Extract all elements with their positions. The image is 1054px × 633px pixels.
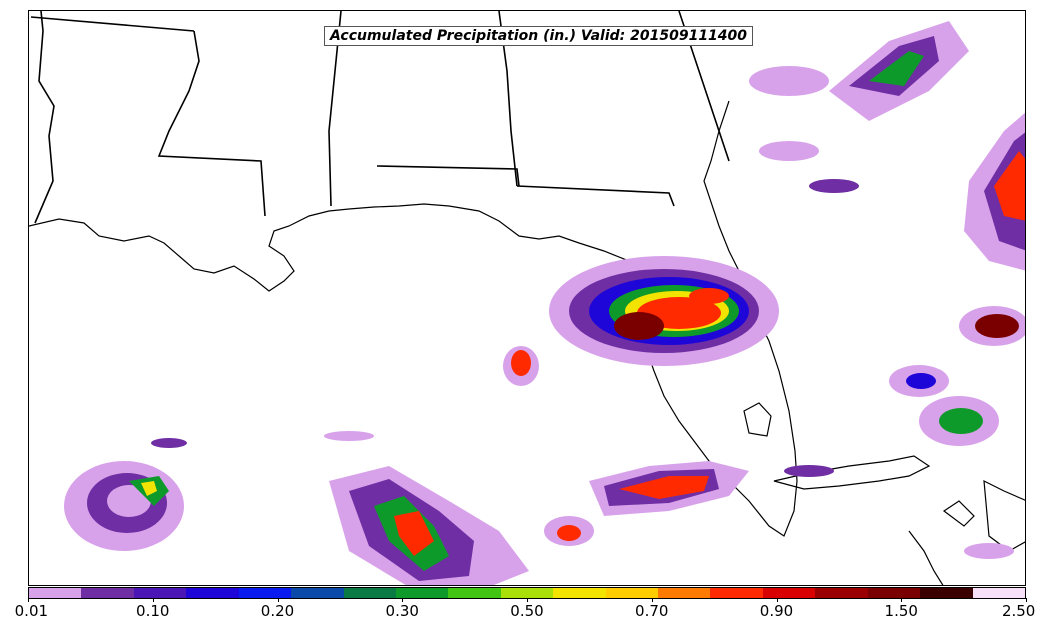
colorbar-segment	[29, 588, 82, 598]
colorbar-tick	[901, 598, 903, 602]
colorbar-tick	[776, 598, 778, 602]
border-alabama-florida	[376, 165, 520, 187]
precip-east3-core	[939, 408, 983, 434]
map-title: Accumulated Precipitation (in.) Valid: 2…	[324, 26, 754, 46]
colorbar-tick	[1026, 598, 1027, 602]
cuba-coast	[773, 455, 931, 490]
colorbar-segment	[710, 588, 763, 598]
colorbar-segment	[920, 588, 973, 598]
precip-east-core	[994, 151, 1025, 221]
precip-patch-7	[964, 543, 1014, 559]
colorbar-tick-labels: 0.01 0.10 0.20 0.30 0.50 0.70 0.90 1.50 2.50	[0, 598, 1054, 633]
border-georgia-florida	[516, 185, 675, 207]
precip-patch-6	[324, 431, 374, 441]
border-mississippi-river	[34, 11, 55, 224]
colorbar-tick-label: 1.50	[884, 602, 918, 620]
bahamas	[942, 479, 1025, 552]
precip-south-core	[394, 511, 434, 556]
colorbar-segment	[291, 588, 344, 598]
precip-cells	[64, 21, 1025, 585]
colorbar-tick-label: 0.01	[14, 602, 49, 620]
precip-patch-1	[759, 141, 819, 161]
colorbar-segment	[658, 588, 711, 598]
colorbar-tick-label: 0.90	[759, 602, 794, 620]
colorbar-segment	[343, 588, 396, 598]
precip-patch-2	[809, 179, 859, 193]
colorbar-segment	[238, 588, 292, 598]
colorbar-tick	[277, 598, 279, 602]
colorbar-tick-label: 0.20	[260, 602, 295, 620]
map-panel: Accumulated Precipitation (in.) Valid: 2…	[28, 10, 1026, 586]
colorbar-segment	[815, 588, 868, 598]
precip-straits-core	[619, 476, 709, 499]
colorbar-tick	[152, 598, 154, 602]
colorbar-tick-label: 2.50	[1001, 602, 1036, 620]
precip-patch-3	[749, 66, 829, 96]
lake-okeechobee	[743, 402, 772, 437]
colorbar-tick	[527, 598, 528, 602]
border-alabama-mississippi	[328, 11, 342, 207]
colorbar-tick	[651, 598, 653, 602]
colorbar-segment	[762, 588, 816, 598]
colorbar-segment	[867, 588, 921, 598]
colorbar-segment	[133, 588, 187, 598]
colorbar-segment	[500, 588, 554, 598]
precip-south2-core	[557, 525, 581, 541]
colorbar-segment	[972, 588, 1026, 598]
precip-swirl-core	[141, 481, 157, 496]
colorbar-segment	[186, 588, 239, 598]
border-mississippi-west	[157, 30, 266, 217]
precip-swirl-eye	[107, 485, 151, 517]
colorbar-tick-label: 0.70	[635, 602, 669, 620]
coast-louisiana	[29, 208, 350, 292]
colorbar-tick-label: 0.30	[385, 602, 419, 620]
precip-tampa-core	[511, 350, 531, 376]
colorbar-segment	[553, 588, 606, 598]
precipitation-map	[29, 11, 1025, 585]
precip-bigbend-east	[689, 288, 729, 304]
colorbar-segment	[605, 588, 659, 598]
border-arkansas-louisiana	[30, 16, 195, 32]
precip-patch-4	[784, 465, 834, 477]
colorbar-tick	[402, 598, 404, 602]
colorbar-tick	[28, 598, 29, 602]
precip-bigbend-core	[614, 312, 664, 340]
colorbar-segment	[81, 588, 134, 598]
colorbar-tick-label: 0.10	[136, 602, 170, 620]
colorbar-tick-label: 0.50	[510, 602, 544, 620]
precip-patch-5	[151, 438, 187, 448]
precip-east4-core	[906, 373, 936, 389]
colorbar-segment	[448, 588, 501, 598]
precip-east2-core	[975, 314, 1019, 338]
precip-ne-band-core	[869, 51, 924, 86]
yucatan-edge	[908, 530, 944, 585]
colorbar-segment	[395, 588, 449, 598]
